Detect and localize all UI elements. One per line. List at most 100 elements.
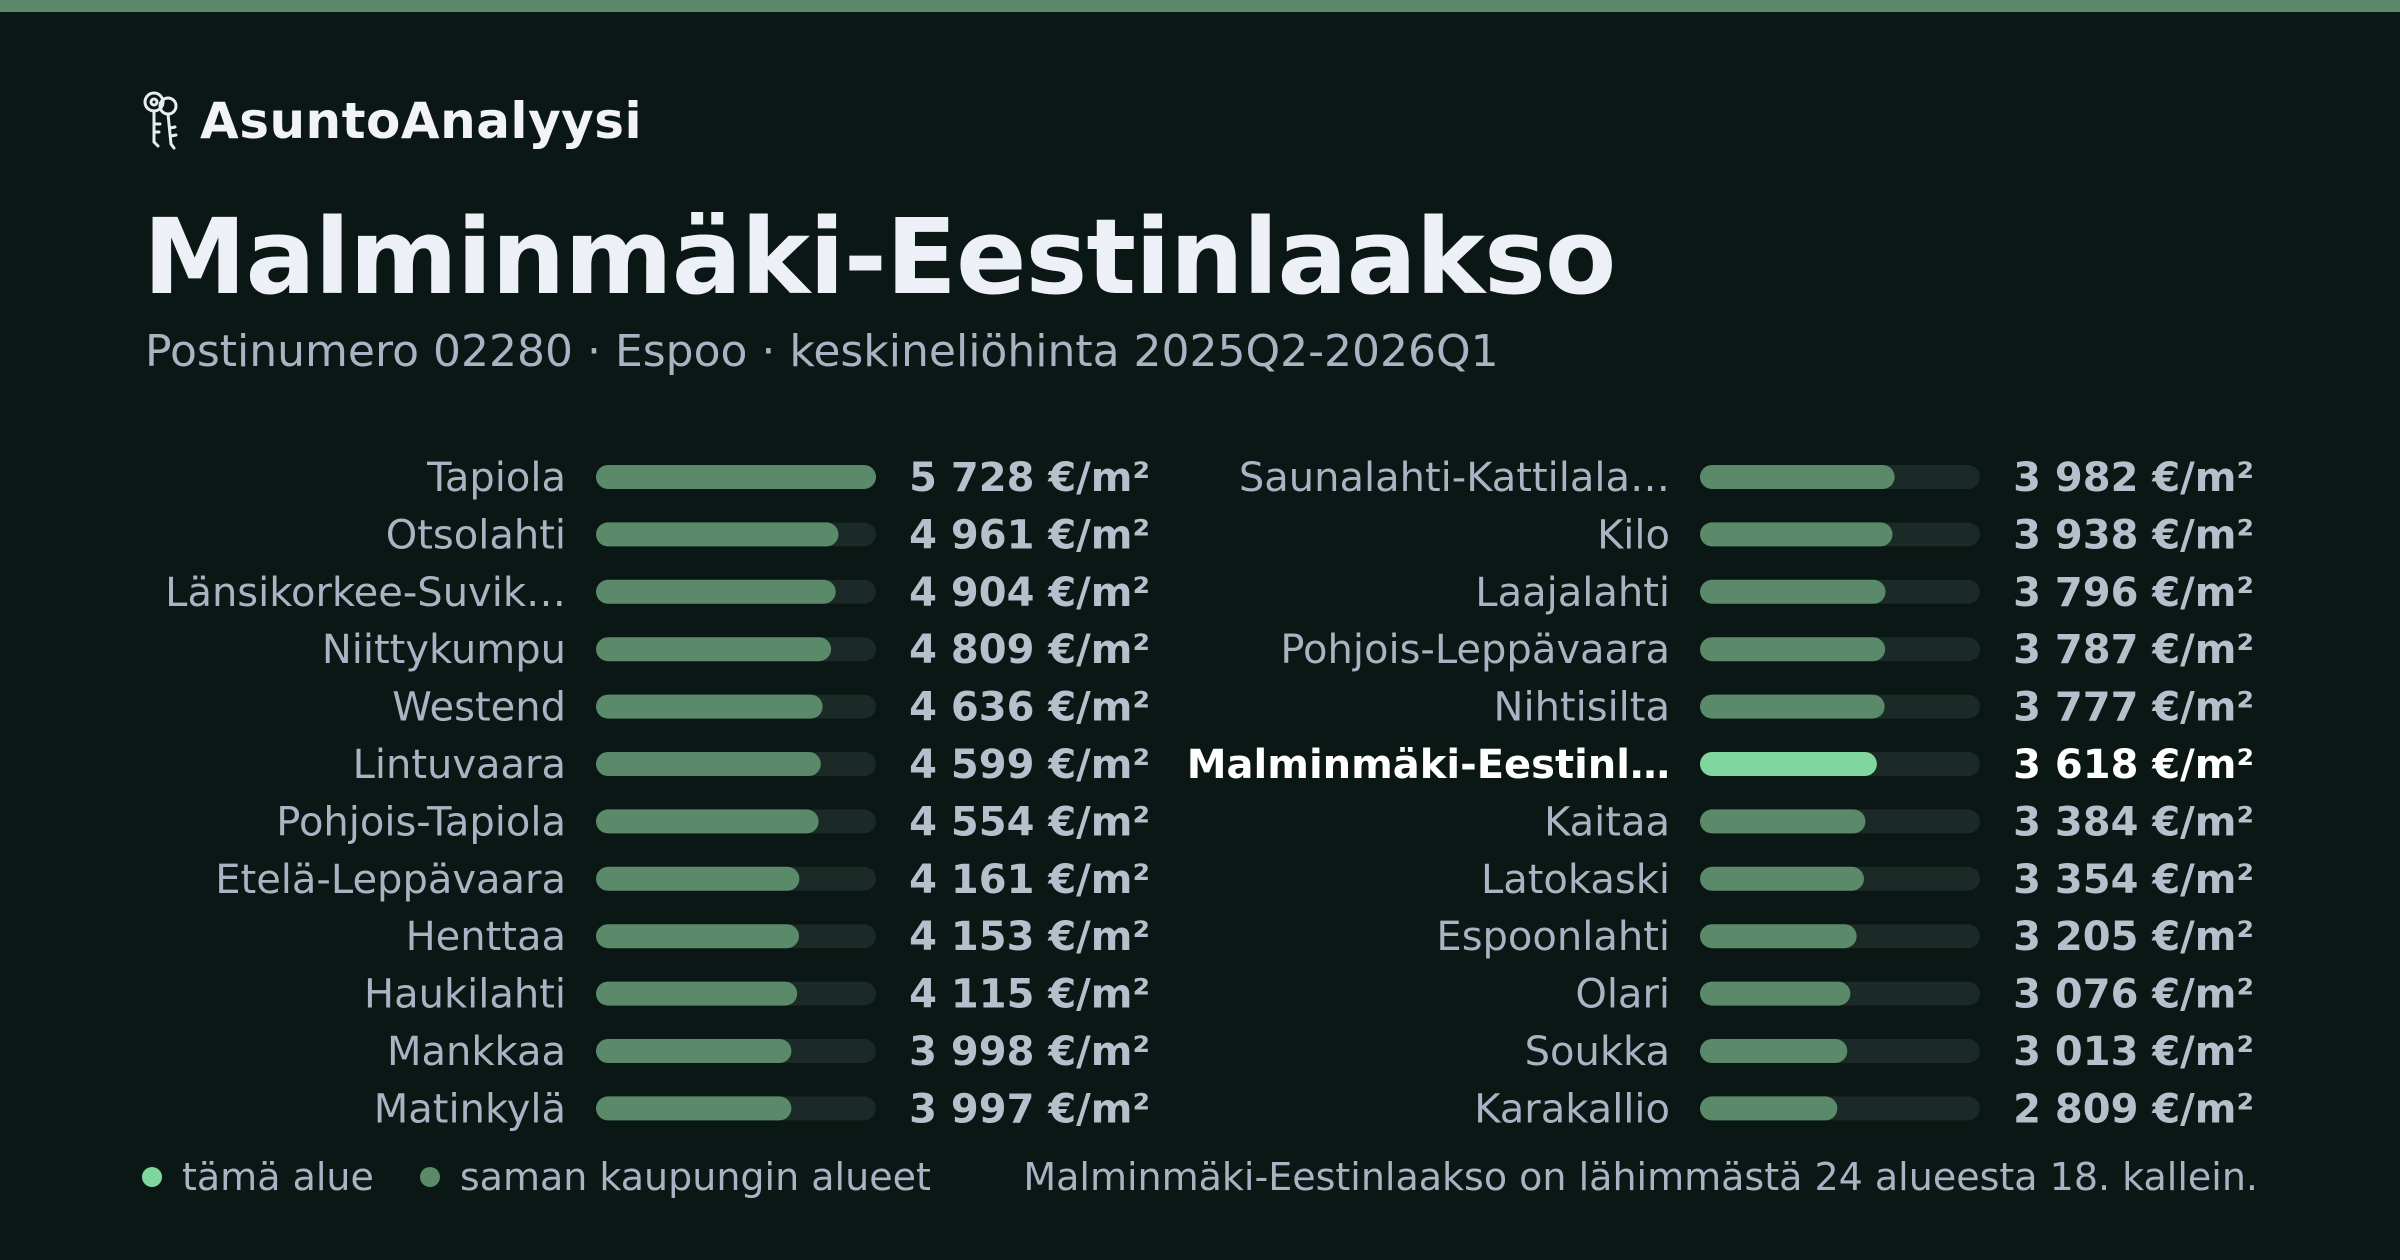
bar [1700,981,1851,1006]
bar [1700,637,1886,662]
bar [1700,1096,1838,1121]
bar-value-label: 3 796 €/m² [2013,570,2254,616]
bar [596,694,823,719]
bar [596,637,832,662]
bar-label: Saunalahti-Kattilala… [1239,455,1670,501]
bar-label: Laajalahti [1475,570,1670,616]
top-accent-bar [0,0,2400,12]
bar-label: Westend [392,685,566,731]
page-title: Malminmäki-Eestinlaakso [143,196,1616,318]
bar-label: Länsikorkee-Suvik… [165,570,566,616]
bar-value-label: 4 904 €/m² [909,570,1150,616]
bar-value-label: 3 777 €/m² [2013,685,2254,731]
bar-label: Soukka [1525,1029,1670,1075]
chart-row: Pohjois-Tapiola 4 554 €/m² [276,799,1150,845]
bar-label: Lintuvaara [353,742,566,788]
bar-value-label: 4 636 €/m² [909,685,1150,731]
bar-value-label: 2 809 €/m² [2013,1086,2254,1132]
chart-row: Espoonlahti 3 205 €/m² [1436,914,2254,960]
bar [596,981,798,1006]
bar [1700,579,1886,604]
bar [1700,522,1893,547]
bar-label: Etelä-Leppävaara [215,857,566,903]
chart-row: Tapiola 5 728 €/m² [426,455,1150,501]
bar [596,809,819,834]
bar-value-label: 3 982 €/m² [2013,455,2254,501]
keys-icon [143,91,178,150]
bar-value-label: 3 998 €/m² [909,1029,1150,1075]
bar-label: Latokaski [1481,857,1670,903]
chart-row: Henttaa 4 153 €/m² [406,914,1150,960]
bar-label: Espoonlahti [1436,914,1670,960]
rank-note: Malminmäki-Eestinlaakso on lähimmästä 24… [1023,1155,2258,1199]
bar [596,579,836,604]
bar [1700,809,1866,834]
brand: AsuntoAnalyysi [140,88,642,154]
chart-row: Soukka 3 013 €/m² [1525,1029,2254,1075]
chart-row: Malminmäki-Eestinl… 3 618 €/m² [1187,742,2254,788]
bar-value-label: 5 728 €/m² [909,455,1150,501]
bar-label: Pohjois-Tapiola [276,799,566,845]
bar-value-label: 3 205 €/m² [2013,914,2254,960]
bar-value-label: 3 013 €/m² [2013,1029,2254,1075]
chart-row: Haukilahti 4 115 €/m² [364,972,1150,1018]
bar-label: Haukilahti [364,972,566,1018]
bar-label: Olari [1575,972,1670,1018]
bar [596,522,839,547]
chart-row: Latokaski 3 354 €/m² [1481,857,2254,903]
legend-item-city-areas: saman kaupungin alueet [419,1155,931,1199]
bar-value-label: 4 161 €/m² [909,857,1150,903]
bar-value-label: 4 554 €/m² [909,799,1150,845]
chart-row: Niittykumpu 4 809 €/m² [322,627,1150,673]
legend: tämä alue saman kaupungin alueet [142,1152,977,1202]
bar [596,465,876,489]
legend-dot-city-areas [419,1167,440,1187]
chart-row: Laajalahti 3 796 €/m² [1475,570,2254,616]
legend-item-this-area: tämä alue [142,1155,374,1199]
bar [1700,866,1864,891]
bar-label: Otsolahti [386,512,566,558]
bar-value-label: 3 787 €/m² [2013,627,2254,673]
bar-value-label: 3 938 €/m² [2013,512,2254,558]
bar-value-label: 4 115 €/m² [909,972,1150,1018]
chart-row: Länsikorkee-Suvik… 4 904 €/m² [165,570,1150,616]
bar [1700,694,1885,719]
bar-value-label: 3 384 €/m² [2013,799,2254,845]
bar [1700,924,1857,949]
chart-row: Westend 4 636 €/m² [392,685,1150,731]
bar-label: Tapiola [426,455,566,501]
bar-label: Kaitaa [1544,799,1670,845]
chart-row: Karakallio 2 809 €/m² [1474,1086,2254,1132]
chart-row: Etelä-Leppävaara 4 161 €/m² [215,857,1150,903]
bar [1700,465,1895,489]
chart-row: Kaitaa 3 384 €/m² [1544,799,2254,845]
chart-row: Otsolahti 4 961 €/m² [386,512,1150,558]
chart-row: Kilo 3 938 €/m² [1597,512,2254,558]
page-subtitle: Postinumero 02280 · Espoo · keskineliöhi… [145,326,1499,377]
bar-label: Malminmäki-Eestinl… [1187,742,1670,788]
chart-row: Saunalahti-Kattilala… 3 982 €/m² [1239,455,2254,501]
bar-label: Matinkylä [374,1086,566,1132]
legend-dot-this-area [142,1167,162,1187]
bar-value-label: 4 153 €/m² [909,914,1150,960]
bar [596,1039,792,1063]
bar [596,924,800,949]
bar [596,1096,792,1121]
bar [1700,1039,1848,1063]
bar-value-label: 3 997 €/m² [909,1086,1150,1132]
bar-value-label: 4 599 €/m² [909,742,1150,788]
brand-name: AsuntoAnalyysi [200,92,643,150]
bar-value-label: 3 618 €/m² [2013,742,2254,788]
chart-row: Lintuvaara 4 599 €/m² [353,742,1150,788]
bar-highlight [1700,752,1877,776]
bar-label: Niittykumpu [322,627,566,673]
bar-value-label: 3 076 €/m² [2013,972,2254,1018]
bar-label: Karakallio [1474,1086,1670,1132]
bar-label: Kilo [1597,512,1670,558]
bar-value-label: 4 809 €/m² [909,627,1150,673]
chart-row: Olari 3 076 €/m² [1575,972,2254,1018]
bar-label: Pohjois-Leppävaara [1280,627,1670,673]
bar-label: Mankkaa [387,1029,566,1075]
price-bar-chart: Tapiola 5 728 €/m² Otsolahti 4 961 €/m² Läns… [165,455,2254,1132]
chart-row: Pohjois-Leppävaara 3 787 €/m² [1280,627,2254,673]
